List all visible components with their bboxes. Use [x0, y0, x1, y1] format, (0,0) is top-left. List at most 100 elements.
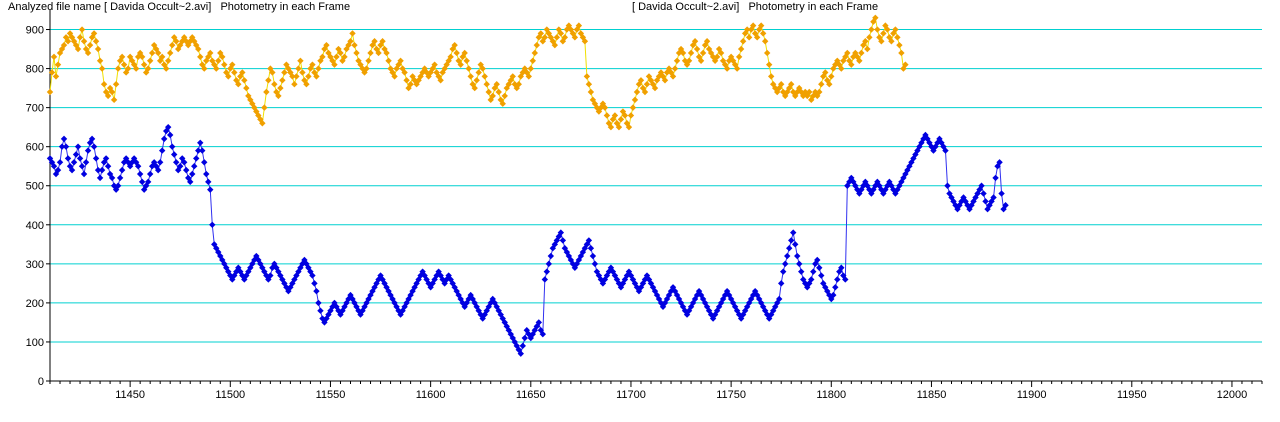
- data-point: [701, 41, 709, 49]
- data-point: [561, 245, 569, 252]
- data-point: [397, 57, 404, 64]
- data-point: [122, 69, 130, 76]
- data-point: [980, 190, 987, 197]
- data-point: [349, 30, 356, 37]
- data-point: [219, 256, 226, 264]
- data-point: [529, 57, 536, 64]
- data-point: [836, 268, 843, 275]
- data-point: [818, 272, 825, 279]
- data-point: [98, 166, 106, 174]
- data-point: [717, 49, 725, 57]
- data-point: [100, 81, 108, 88]
- data-point: [58, 45, 66, 53]
- data-point: [844, 182, 851, 189]
- x-tick-label: 11500: [215, 389, 245, 401]
- data-point: [116, 174, 124, 182]
- chart-header-center: [ Davida Occult~2.avi] Photometry in eac…: [632, 1, 879, 13]
- data-point: [828, 73, 835, 80]
- x-tick-label: 11750: [716, 389, 746, 401]
- data-point: [613, 120, 621, 127]
- data-point: [561, 34, 569, 41]
- data-point: [165, 57, 172, 64]
- data-point: [747, 26, 755, 33]
- data-point: [774, 299, 781, 307]
- data-point: [697, 291, 705, 299]
- data-point: [50, 53, 58, 61]
- data-point: [759, 303, 767, 310]
- data-point: [543, 26, 551, 33]
- data-point: [90, 143, 98, 150]
- data-point: [90, 30, 98, 37]
- data-point: [471, 84, 478, 92]
- data-point: [313, 287, 320, 295]
- data-point: [217, 252, 224, 260]
- data-point: [778, 280, 785, 287]
- data-point: [880, 30, 887, 37]
- data-point: [936, 135, 943, 143]
- data-point: [154, 49, 162, 57]
- data-point: [501, 92, 508, 100]
- data-point: [547, 252, 555, 260]
- data-point: [118, 53, 126, 61]
- data-point: [473, 77, 480, 84]
- data-point: [840, 57, 847, 64]
- data-point: [553, 237, 561, 244]
- data-point: [106, 84, 114, 92]
- data-point: [189, 170, 196, 178]
- data-point: [251, 104, 258, 111]
- data-point: [193, 155, 200, 162]
- data-point: [852, 49, 859, 57]
- data-point: [80, 170, 88, 178]
- data-point: [625, 123, 633, 131]
- data-point: [54, 61, 62, 68]
- data-point: [201, 65, 208, 72]
- data-point: [838, 65, 845, 72]
- data-point: [834, 57, 841, 64]
- data-point: [162, 127, 170, 135]
- data-point: [603, 112, 611, 119]
- data-point: [757, 22, 765, 29]
- data-point: [894, 34, 901, 41]
- data-point: [317, 307, 324, 314]
- data-point: [201, 159, 208, 166]
- data-point: [663, 69, 671, 76]
- data-point: [345, 41, 352, 49]
- data-point: [207, 49, 214, 57]
- data-point: [70, 159, 78, 166]
- data-point: [581, 38, 589, 45]
- data-point: [52, 73, 60, 80]
- data-point: [834, 276, 841, 283]
- data-point: [689, 299, 697, 307]
- data-point: [912, 151, 919, 158]
- data-point: [529, 330, 536, 338]
- x-tick-label: 11550: [316, 389, 346, 401]
- data-point: [705, 45, 713, 53]
- data-point: [92, 38, 100, 45]
- data-point: [788, 81, 795, 88]
- data-point: [523, 327, 530, 334]
- data-point: [521, 334, 528, 342]
- data-point: [187, 178, 194, 186]
- data-point: [156, 159, 164, 166]
- data-point: [675, 49, 683, 57]
- data-point: [305, 73, 312, 80]
- data-point: [763, 311, 771, 318]
- x-tick-label: 11950: [1117, 389, 1147, 401]
- data-point: [265, 77, 272, 84]
- data-point: [495, 88, 502, 96]
- data-point: [114, 182, 122, 189]
- data-point: [391, 73, 398, 80]
- x-tick-label: 11450: [115, 389, 145, 401]
- data-point: [68, 34, 76, 41]
- data-point: [639, 84, 647, 92]
- data-point: [118, 166, 126, 174]
- data-point: [595, 108, 603, 115]
- data-point: [611, 112, 619, 119]
- data-point: [559, 237, 567, 244]
- data-point: [778, 81, 785, 88]
- data-point: [545, 260, 553, 268]
- data-point: [80, 38, 88, 45]
- data-point: [381, 45, 388, 53]
- data-point: [884, 26, 891, 33]
